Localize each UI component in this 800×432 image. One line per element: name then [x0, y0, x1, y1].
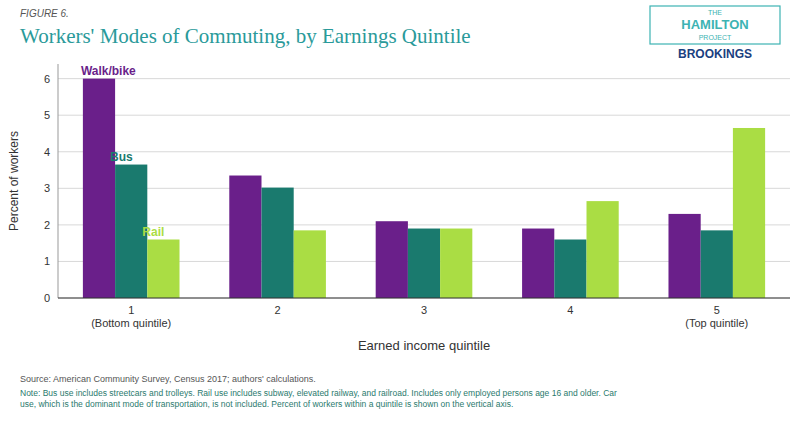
grid-line — [58, 298, 790, 299]
bar — [376, 221, 408, 298]
grid-line — [58, 78, 790, 79]
x-tick-label-line: 3 — [421, 304, 427, 316]
x-tick-label: 1(Bottom quintile) — [91, 304, 171, 329]
x-tick-label-line: 4 — [567, 304, 573, 316]
bar — [701, 230, 733, 298]
y-tick-label: 1 — [44, 255, 50, 267]
series-label: Walk/bike — [81, 64, 136, 78]
x-tick-label-line: 1 — [128, 304, 134, 316]
bar — [294, 230, 326, 298]
logo-text: BROOKINGS — [678, 47, 752, 61]
x-tick-label: 4 — [567, 304, 573, 316]
bar — [440, 229, 472, 298]
y-tick-label: 3 — [44, 182, 50, 194]
bar — [83, 79, 115, 298]
bar — [408, 229, 440, 298]
logo-text: HAMILTON — [681, 17, 748, 32]
y-tick-label: 5 — [44, 109, 50, 121]
bar — [733, 128, 765, 298]
grid — [58, 79, 790, 298]
bars — [83, 79, 765, 298]
series-label: Rail — [142, 225, 164, 239]
bar — [668, 214, 700, 298]
x-tick-label-line: 5 — [714, 304, 720, 316]
title: Workers' Modes of Commuting, by Earnings… — [20, 24, 471, 48]
source: Source: American Community Survey, Censu… — [20, 374, 316, 384]
x-tick-label-line: (Top quintile) — [685, 317, 748, 329]
bar — [147, 240, 179, 299]
logo-box — [650, 6, 780, 44]
chart: FIGURE 6. Workers' Modes of Commuting, by… — [0, 0, 800, 432]
y-tick-label: 2 — [44, 219, 50, 231]
y-axis-line — [58, 64, 59, 298]
figure-label: FIGURE 6. — [20, 8, 69, 19]
grid-line — [58, 151, 790, 152]
note-line: use, which is the dominant mode of trans… — [20, 399, 513, 409]
x-tick-label: 5(Top quintile) — [685, 304, 748, 329]
logo: THEHAMILTON PROJECT BROOKINGS — [650, 6, 780, 61]
bar — [587, 201, 619, 298]
logo-text: THE — [708, 9, 722, 16]
x-axis-label: Earned income quintile — [358, 338, 490, 353]
series-label: Bus — [110, 150, 133, 164]
y-tick-label: 4 — [44, 146, 50, 158]
x-tick-label: 2 — [275, 304, 281, 316]
y-tick-label: 6 — [44, 73, 50, 85]
x-tick-label-line: (Bottom quintile) — [91, 317, 171, 329]
x-axis-line — [58, 298, 790, 299]
logo-text: PROJECT — [699, 34, 732, 41]
grid-line — [58, 188, 790, 189]
x-tick-label: 3 — [421, 304, 427, 316]
y-tick-label: 0 — [44, 292, 50, 304]
bar — [554, 240, 586, 299]
note-line: Note: Bus use includes streetcars and tr… — [20, 388, 617, 398]
bar — [522, 229, 554, 298]
bar — [261, 188, 293, 298]
x-tick-label-line: 2 — [275, 304, 281, 316]
grid-line — [58, 115, 790, 116]
bar — [229, 176, 261, 298]
y-axis-label: Percent of workers — [7, 131, 21, 231]
note: Note: Bus use includes streetcars and tr… — [20, 388, 617, 409]
